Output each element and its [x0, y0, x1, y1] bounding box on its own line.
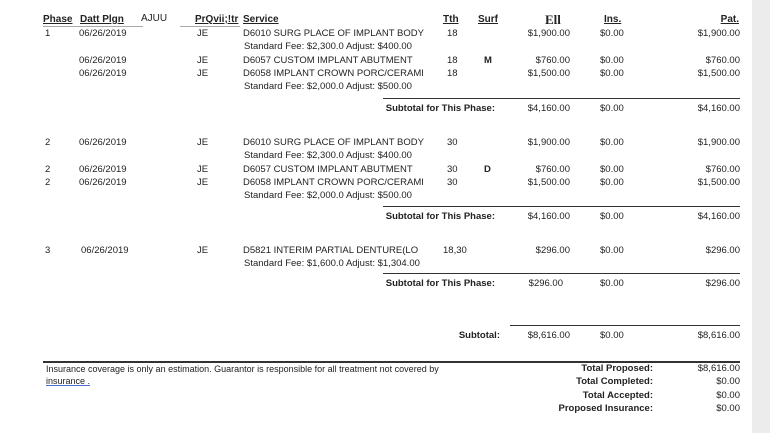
header-service: Service — [243, 14, 279, 25]
row-tooth: 30 — [447, 177, 458, 188]
row-insurance: $0.00 — [600, 163, 624, 175]
row-date: 06/26/2019 — [79, 28, 127, 39]
row-fee: $1,500.00 — [527, 68, 570, 79]
header-patient: Pat. — [720, 14, 739, 25]
row-provider: JE — [197, 54, 209, 66]
row-fee: $1,900.00 — [527, 137, 570, 148]
phase-subtotal-label: Subtotal for This Phase: — [385, 211, 495, 222]
grand-subtotal-pat: $8,616.00 — [697, 330, 740, 341]
row-patient: $1,900.00 — [697, 137, 740, 148]
total-label: Total Accepted: — [582, 389, 653, 401]
phase-subtotal-ins: $0.00 — [600, 278, 624, 289]
row-insurance: $0.00 — [600, 54, 624, 66]
row-fee: $760.00 — [535, 163, 570, 175]
row-insurance: $0.00 — [600, 68, 624, 79]
row-provider: JE — [197, 163, 209, 175]
row-service: D6058 IMPLANT CROWN PORC/CERAMI — [243, 177, 424, 188]
total-label: Total Proposed: — [581, 363, 653, 374]
row-date: 06/26/2019 — [79, 177, 127, 188]
header-phase: Phase — [43, 14, 73, 25]
row-date: 06/26/2019 — [79, 54, 127, 66]
row-patient: $1,500.00 — [697, 68, 740, 79]
row-fee-note: Standard Fee: $1,600.0 Adjust: $1,304.00 — [244, 258, 420, 269]
row-phase: 3 — [45, 245, 51, 256]
phase-subtotal-fee: $296.00 — [528, 278, 563, 289]
row-service: D6057 CUSTOM IMPLANT ABUTMENT — [243, 54, 413, 66]
row-phase: 1 — [45, 28, 51, 39]
row-insurance: $0.00 — [600, 177, 624, 188]
total-value: $0.00 — [716, 402, 740, 414]
row-provider: JE — [197, 137, 209, 148]
row-fee-note: Standard Fee: $2,000.0 Adjust: $500.00 — [244, 190, 412, 201]
row-service: D6057 CUSTOM IMPLANT ABUTMENT — [243, 163, 413, 175]
row-date: 06/26/2019 — [79, 68, 127, 79]
total-label: Total Completed: — [576, 376, 653, 388]
phase-subtotal-pat: $4,160.00 — [697, 211, 740, 222]
row-phase: 2 — [45, 137, 51, 148]
total-value: $0.00 — [716, 389, 740, 401]
row-tooth: 18,30 — [443, 245, 467, 256]
row-patient: $1,900.00 — [697, 28, 740, 39]
header-insurance: Ins. — [604, 14, 622, 25]
row-date: 06/26/2019 — [79, 163, 127, 175]
header-fee: Ell — [545, 12, 561, 27]
disclaimer-text: Insurance coverage is only an estimation… — [46, 364, 439, 374]
total-value: $8,616.00 — [697, 363, 740, 374]
scrollbar[interactable] — [752, 0, 770, 433]
row-service: D6058 IMPLANT CROWN PORC/CERAMI — [243, 68, 424, 79]
row-surface: M — [484, 54, 492, 66]
header-extra: AJUU — [141, 13, 168, 24]
header-surface: Surf — [478, 14, 498, 25]
header-date: Datt Plgn — [80, 14, 124, 25]
row-fee: $296.00 — [535, 245, 570, 256]
disclaimer-text-2: insurance . — [46, 376, 91, 386]
row-service: D6010 SURG PLACE OF IMPLANT BODY — [243, 137, 424, 148]
row-fee: $1,500.00 — [527, 177, 570, 188]
row-tooth: 18 — [447, 28, 458, 39]
row-provider: JE — [197, 28, 209, 39]
row-surface: D — [484, 163, 491, 175]
row-fee: $1,900.00 — [527, 28, 570, 39]
row-insurance: $0.00 — [600, 137, 624, 148]
phase-subtotal-fee: $4,160.00 — [527, 103, 570, 114]
row-service: D5821 INTERIM PARTIAL DENTURE(LO — [243, 245, 419, 256]
grand-subtotal-label: Subtotal: — [458, 330, 500, 341]
row-fee-note: Standard Fee: $2,300.0 Adjust: $400.00 — [244, 150, 412, 161]
phase-subtotal-ins: $0.00 — [600, 103, 624, 114]
row-phase: 2 — [45, 163, 51, 175]
row-patient: $760.00 — [705, 163, 740, 175]
row-patient: $760.00 — [705, 54, 740, 66]
row-tooth: 30 — [447, 163, 458, 175]
row-date: 06/26/2019 — [81, 245, 129, 256]
grand-subtotal-ins: $0.00 — [600, 330, 624, 341]
row-service: D6010 SURG PLACE OF IMPLANT BODY — [243, 28, 424, 39]
phase-subtotal-ins: $0.00 — [600, 211, 624, 222]
row-fee-note: Standard Fee: $2,300.0 Adjust: $400.00 — [244, 41, 412, 52]
phase-subtotal-pat: $296.00 — [705, 278, 740, 289]
header-tooth: Tth — [443, 14, 459, 25]
row-provider: JE — [197, 177, 209, 188]
row-tooth: 30 — [447, 137, 458, 148]
phase-subtotal-fee: $4,160.00 — [527, 211, 570, 222]
row-date: 06/26/2019 — [79, 137, 127, 148]
grand-subtotal-fee: $8,616.00 — [527, 330, 570, 341]
row-provider: JE — [197, 245, 209, 256]
row-provider: JE — [197, 68, 209, 79]
phase-subtotal-label: Subtotal for This Phase: — [385, 103, 495, 114]
total-value: $0.00 — [716, 376, 740, 388]
row-tooth: 18 — [447, 68, 458, 79]
row-insurance: $0.00 — [600, 28, 624, 39]
row-fee: $760.00 — [535, 54, 570, 66]
row-patient: $1,500.00 — [697, 177, 740, 188]
row-patient: $296.00 — [705, 245, 740, 256]
total-label: Proposed Insurance: — [558, 402, 654, 414]
row-fee-note: Standard Fee: $2,000.0 Adjust: $500.00 — [244, 81, 412, 92]
row-phase: 2 — [45, 177, 51, 188]
phase-subtotal-pat: $4,160.00 — [697, 103, 740, 114]
row-insurance: $0.00 — [600, 245, 624, 256]
header-provider: PrQvii;!tr — [195, 14, 239, 25]
phase-subtotal-label: Subtotal for This Phase: — [385, 278, 495, 289]
row-tooth: 18 — [447, 54, 458, 66]
